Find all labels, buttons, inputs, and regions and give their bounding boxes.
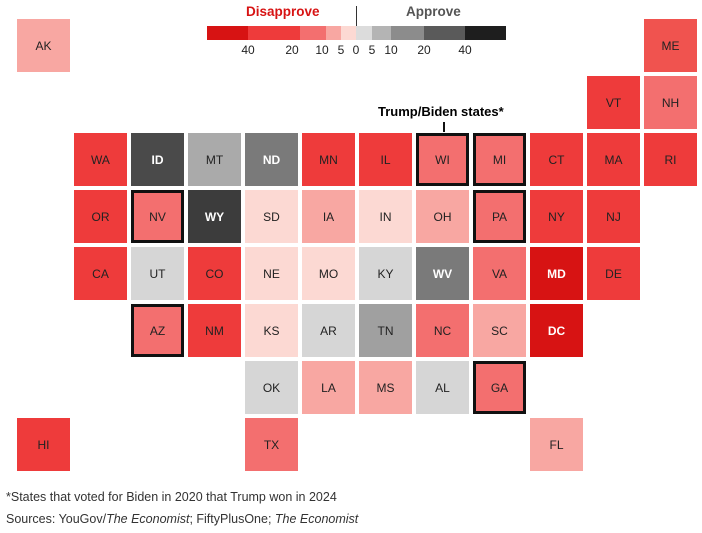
state-tile-mi: MI (473, 133, 526, 186)
state-tile-ne: NE (245, 247, 298, 300)
state-tile-wi: WI (416, 133, 469, 186)
legend-disapprove-label: Disapprove (246, 4, 320, 19)
legend-tick-label: 5 (368, 43, 376, 57)
state-tile-id: ID (131, 133, 184, 186)
state-tile-nm: NM (188, 304, 241, 357)
state-tile-me: ME (644, 19, 697, 72)
state-tile-vt: VT (587, 76, 640, 129)
legend-swatch (356, 26, 372, 40)
state-tile-tn: TN (359, 304, 412, 357)
state-tile-wy: WY (188, 190, 241, 243)
state-tile-tx: TX (245, 418, 298, 471)
state-tile-ut: UT (131, 247, 184, 300)
state-tile-nd: ND (245, 133, 298, 186)
legend-approve-label: Approve (406, 4, 461, 19)
legend-tick-label: 20 (285, 43, 299, 57)
legend-tick-label: 40 (241, 43, 255, 57)
legend-swatch (341, 26, 356, 40)
legend-swatch (465, 26, 506, 40)
state-tile-ga: GA (473, 361, 526, 414)
state-tile-mo: MO (302, 247, 355, 300)
footnote: *States that voted for Biden in 2020 tha… (6, 490, 337, 504)
state-tile-nj: NJ (587, 190, 640, 243)
state-tile-ok: OK (245, 361, 298, 414)
legend-tick-label: 0 (352, 43, 360, 57)
state-tile-ct: CT (530, 133, 583, 186)
state-tile-ks: KS (245, 304, 298, 357)
state-tile-sc: SC (473, 304, 526, 357)
state-tile-ri: RI (644, 133, 697, 186)
state-tile-ak: AK (17, 19, 70, 72)
source-line: Sources: YouGov/The Economist; FiftyPlus… (6, 512, 359, 526)
state-tile-ma: MA (587, 133, 640, 186)
annotation-pointer-line (443, 122, 445, 132)
state-tile-il: IL (359, 133, 412, 186)
legend-tick-label: 5 (337, 43, 345, 57)
legend-tick-label: 10 (384, 43, 398, 57)
state-tile-md: MD (530, 247, 583, 300)
legend-tick-label: 20 (417, 43, 431, 57)
state-tile-ms: MS (359, 361, 412, 414)
state-tile-co: CO (188, 247, 241, 300)
state-tile-ny: NY (530, 190, 583, 243)
state-tile-in: IN (359, 190, 412, 243)
state-tile-nc: NC (416, 304, 469, 357)
state-tile-dc: DC (530, 304, 583, 357)
legend-swatch (300, 26, 326, 40)
state-tile-hi: HI (17, 418, 70, 471)
state-tile-pa: PA (473, 190, 526, 243)
state-tile-va: VA (473, 247, 526, 300)
state-tile-de: DE (587, 247, 640, 300)
state-tile-ia: IA (302, 190, 355, 243)
state-tile-wa: WA (74, 133, 127, 186)
state-tile-la: LA (302, 361, 355, 414)
state-tile-ca: CA (74, 247, 127, 300)
state-tile-ky: KY (359, 247, 412, 300)
state-tile-oh: OH (416, 190, 469, 243)
state-tile-ar: AR (302, 304, 355, 357)
state-tile-sd: SD (245, 190, 298, 243)
legend-tick-label: 40 (458, 43, 472, 57)
state-tile-mt: MT (188, 133, 241, 186)
state-tile-nv: NV (131, 190, 184, 243)
state-tile-az: AZ (131, 304, 184, 357)
state-tile-mn: MN (302, 133, 355, 186)
legend-swatch (326, 26, 341, 40)
legend-swatch (207, 26, 248, 40)
state-tile-al: AL (416, 361, 469, 414)
legend-swatch (391, 26, 424, 40)
state-tile-fl: FL (530, 418, 583, 471)
legend-swatch (248, 26, 300, 40)
legend-zero-divider (356, 6, 357, 26)
legend-swatch (424, 26, 465, 40)
trump-biden-annotation: Trump/Biden states* (378, 104, 504, 119)
legend-swatch (372, 26, 391, 40)
state-tile-nh: NH (644, 76, 697, 129)
state-tile-or: OR (74, 190, 127, 243)
state-tile-wv: WV (416, 247, 469, 300)
legend-tick-label: 10 (315, 43, 329, 57)
